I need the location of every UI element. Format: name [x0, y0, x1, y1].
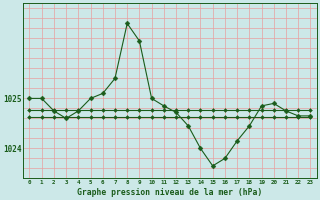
X-axis label: Graphe pression niveau de la mer (hPa): Graphe pression niveau de la mer (hPa) — [77, 188, 263, 197]
